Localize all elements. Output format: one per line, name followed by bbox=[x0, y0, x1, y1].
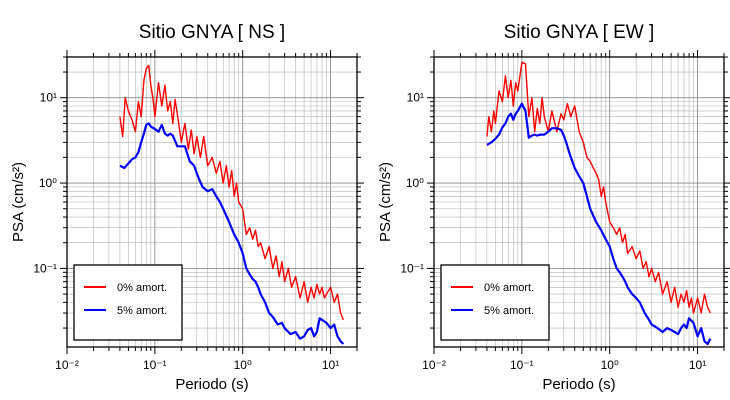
series-line-undamped bbox=[486, 61, 712, 314]
y-axis-label: PSA (cm/s²) bbox=[10, 162, 27, 242]
y-tick-label: 10¹ bbox=[40, 91, 57, 105]
legend-box bbox=[73, 264, 183, 341]
y-tick-label: 10⁻¹ bbox=[400, 261, 424, 275]
y-axis-label: PSA (cm/s²) bbox=[377, 162, 394, 242]
x-axis-label: Periodo (s) bbox=[175, 376, 248, 393]
y-tick-label: 10⁰ bbox=[406, 176, 424, 190]
x-tick-label: 10⁻² bbox=[55, 358, 79, 372]
chart-panel-ns: 10⁻² 10⁻¹ 10⁰ 10¹ 10⁻¹ 10⁰ 10¹ Sitio GNYA [ NS … bbox=[10, 22, 364, 393]
x-tick-label: 10⁰ bbox=[601, 358, 619, 372]
x-tick-label: 10⁻² bbox=[422, 358, 446, 372]
chart-panel-ew: 10⁻² 10⁻¹ 10⁰ 10¹ 10⁻¹ 10⁰ 10¹ Sitio GNYA [ EW … bbox=[377, 22, 730, 393]
legend-label: 0% amort. bbox=[484, 282, 534, 294]
y-tick-label: 10⁰ bbox=[39, 176, 57, 190]
y-tick-label: 10⁻¹ bbox=[33, 261, 57, 275]
x-tick-label: 10⁻¹ bbox=[143, 358, 167, 372]
legend: 0% amort. 5% amort. bbox=[73, 264, 183, 341]
series-line-damped bbox=[486, 102, 712, 346]
axis-ticks bbox=[60, 50, 364, 354]
legend-label: 0% amort. bbox=[117, 282, 167, 294]
plot-frame bbox=[433, 56, 725, 348]
grid-lines bbox=[66, 56, 358, 347]
legend-box bbox=[440, 264, 550, 341]
x-tick-label: 10¹ bbox=[689, 358, 706, 372]
chart-title: Sitio GNYA [ NS ] bbox=[139, 22, 285, 43]
series-line-damped bbox=[119, 122, 345, 345]
axis-ticks bbox=[427, 50, 730, 354]
y-tick-label: 10¹ bbox=[407, 91, 424, 105]
x-tick-label: 10⁻¹ bbox=[510, 358, 534, 372]
series-line-undamped bbox=[119, 64, 345, 321]
chart-title: Sitio GNYA [ EW ] bbox=[504, 22, 655, 43]
x-axis-label: Periodo (s) bbox=[542, 376, 615, 393]
legend-label: 5% amort. bbox=[117, 305, 167, 317]
x-tick-label: 10¹ bbox=[322, 358, 339, 372]
legend-label: 5% amort. bbox=[484, 305, 534, 317]
legend: 0% amort. 5% amort. bbox=[440, 264, 550, 341]
x-tick-label: 10⁰ bbox=[234, 358, 252, 372]
plot-frame bbox=[66, 56, 358, 348]
